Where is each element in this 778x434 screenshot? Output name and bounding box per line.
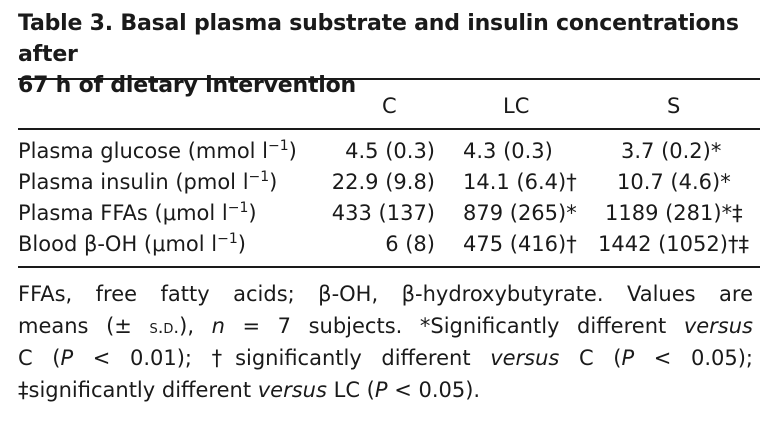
cell-c: 22.9 (9.8) bbox=[331, 170, 435, 194]
cell-c: 4.5 (0.3) bbox=[345, 139, 435, 163]
cell-lc: 14.1 (6.4)† bbox=[463, 170, 577, 194]
row-label: Blood β-OH (μmol l−1) bbox=[18, 231, 246, 256]
column-header-c: C bbox=[382, 94, 397, 118]
cell-s: 1189 (281)*‡ bbox=[605, 201, 743, 225]
cell-lc: 879 (265)* bbox=[463, 201, 577, 225]
bottom-rule bbox=[18, 266, 760, 268]
cell-s: 1442 (1052)†‡ bbox=[598, 232, 749, 256]
row-label: Plasma glucose (mmol l−1) bbox=[18, 138, 297, 163]
top-rule bbox=[18, 78, 760, 80]
cell-s: 10.7 (4.6)* bbox=[617, 170, 731, 194]
cell-c: 6 (8) bbox=[385, 232, 435, 256]
row-label: Plasma FFAs (μmol l−1) bbox=[18, 200, 257, 225]
cell-c: 433 (137) bbox=[331, 201, 435, 225]
cell-s: 3.7 (0.2)* bbox=[621, 139, 722, 163]
header-rule bbox=[18, 128, 760, 130]
row-label: Plasma insulin (pmol l−1) bbox=[18, 169, 278, 194]
column-header-lc: LC bbox=[503, 94, 530, 118]
table-caption: Table 3. Basal plasma substrate and insu… bbox=[18, 8, 763, 101]
caption-line-1: Table 3. Basal plasma substrate and insu… bbox=[18, 11, 739, 67]
caption-line-2: 67 h of dietary intervention bbox=[18, 73, 357, 98]
table-footnote: FFAs, free fatty acids; β-OH, β-hydroxyb… bbox=[18, 278, 753, 406]
cell-lc: 4.3 (0.3) bbox=[463, 139, 553, 163]
footnote-line-2: means (± s.d.), n = 7 subjects. *Signifi… bbox=[18, 314, 753, 338]
footnote-line-1: FFAs, free fatty acids; β-OH, β-hydroxyb… bbox=[18, 282, 753, 306]
cell-lc: 475 (416)† bbox=[463, 232, 577, 256]
footnote-line-4: ‡significantly different versus LC (P < … bbox=[18, 378, 481, 402]
column-header-s: S bbox=[667, 94, 681, 118]
footnote-line-3: C (P < 0.01); †significantly different v… bbox=[18, 346, 753, 370]
